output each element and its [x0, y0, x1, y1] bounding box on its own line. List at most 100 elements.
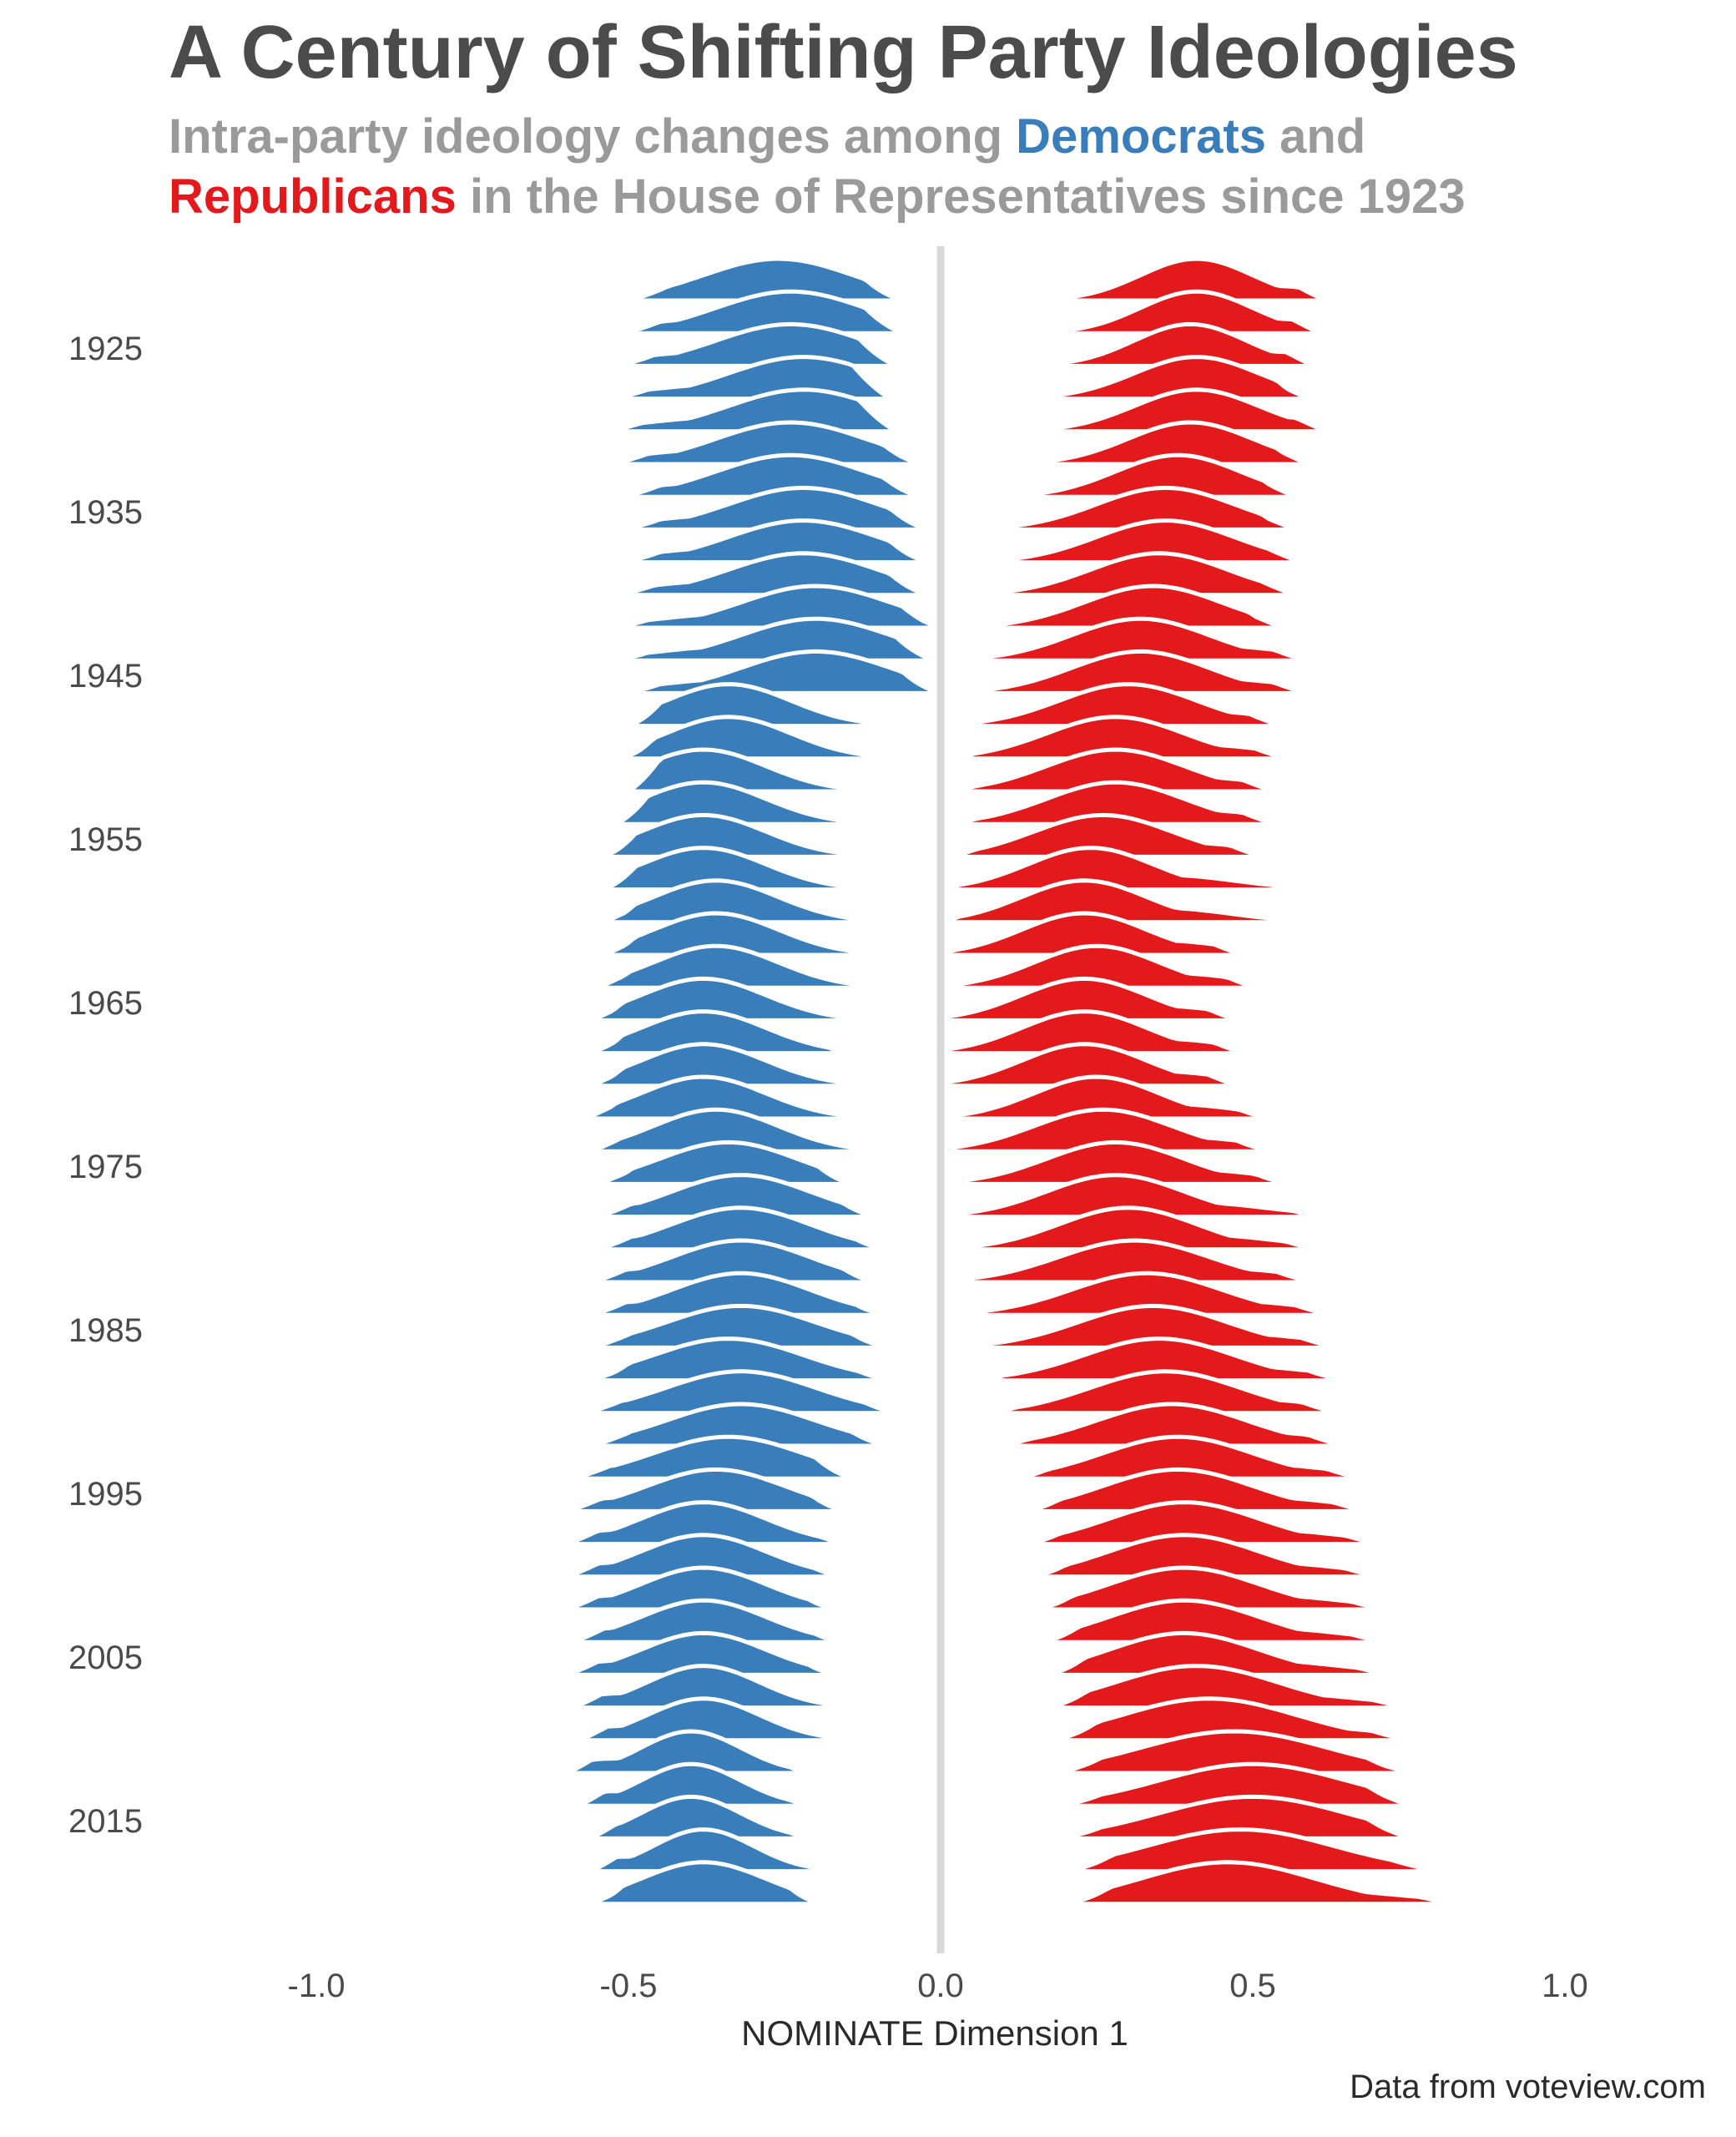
ridge-republicans-1999	[1019, 1500, 1386, 1547]
subtitle-text: in the House of Representatives since 19…	[456, 169, 1466, 224]
ridge-republicans-1933	[976, 420, 1311, 467]
y-tick-label: 1985	[68, 1312, 143, 1349]
subtitle-line-1: Intra-party ideology changes among Democ…	[169, 107, 1466, 167]
ridge-democrats-2011	[576, 1696, 875, 1743]
ridge-republicans-2007	[1044, 1630, 1399, 1677]
ridge-republicans-2009	[1044, 1664, 1417, 1710]
ridge-democrats-1943	[608, 584, 943, 630]
y-tick-label: 1955	[68, 821, 143, 858]
ridge-democrats-1979	[595, 1173, 881, 1220]
ridge-republicans-1979	[907, 1173, 1330, 1220]
ridges-layer	[563, 256, 1467, 1907]
ridge-republicans-2019	[1063, 1827, 1442, 1874]
ridge-democrats-1923	[626, 256, 906, 303]
ridge-republicans-1963	[920, 911, 1249, 957]
ridge-democrats-1987	[588, 1303, 893, 1350]
ridge-republicans-1983	[926, 1238, 1318, 1285]
ridge-republicans-1927	[1019, 321, 1318, 368]
ridge-republicans-1995	[1007, 1434, 1368, 1481]
ridge-democrats-2021	[588, 1860, 825, 1907]
ridge-democrats-2005	[570, 1598, 850, 1644]
ridge-democrats-1965	[595, 943, 887, 990]
x-axis: -1.0 -0.5 0.0 0.5 1.0	[288, 1968, 1588, 2004]
ridge-republicans-1969	[901, 1009, 1249, 1056]
ridge-republicans-1985	[938, 1271, 1336, 1317]
series-democrats	[563, 256, 943, 1907]
ridge-democrats-1933	[608, 420, 925, 467]
ridge-republicans-1981	[926, 1205, 1324, 1252]
ridge-republicans-1939	[945, 518, 1305, 565]
ridge-democrats-1945	[608, 616, 936, 663]
ridge-democrats-2013	[563, 1729, 818, 1776]
ridge-republicans-2011	[1051, 1696, 1417, 1743]
ridge-republicans-1923	[1044, 256, 1330, 303]
ridge-republicans-1959	[926, 846, 1311, 892]
ridge-democrats-1997	[563, 1467, 850, 1513]
ridge-democrats-1963	[601, 911, 900, 957]
ridge-democrats-1981	[595, 1205, 893, 1252]
ridge-republicans-1971	[913, 1042, 1243, 1089]
ridge-democrats-1977	[595, 1139, 855, 1186]
ridge-democrats-1957	[601, 812, 925, 859]
ridge-democrats-2003	[563, 1565, 843, 1612]
y-tick-label: 1925	[68, 331, 143, 367]
y-tick-label: 1975	[68, 1149, 143, 1185]
ridge-democrats-2007	[563, 1630, 843, 1677]
ridge-republicans-1931	[988, 387, 1330, 434]
ridge-democrats-1973	[583, 1074, 893, 1121]
ridge-democrats-1947	[620, 649, 943, 695]
ridge-republicans-1991	[976, 1369, 1343, 1416]
ridge-democrats-1925	[620, 289, 906, 336]
y-tick-label: 2015	[68, 1803, 143, 1840]
chart-title: A Century of Shifting Party Ideologies	[169, 11, 1518, 94]
ridge-democrats-2001	[563, 1533, 850, 1579]
y-tick-label: 1995	[68, 1476, 143, 1513]
ridge-republicans-1989	[963, 1336, 1349, 1383]
ridge-democrats-1931	[601, 387, 900, 434]
ridge-republicans-2005	[1038, 1598, 1393, 1644]
x-tick-label: 0.5	[1229, 1968, 1276, 2004]
x-axis-title: NOMINATE Dimension 1	[741, 2013, 1128, 2053]
y-tick-label: 1945	[68, 658, 143, 695]
ridge-democrats-1985	[588, 1271, 893, 1317]
ridge-republicans-1929	[1001, 355, 1311, 402]
ridge-republicans-1961	[926, 878, 1318, 925]
ridge-republicans-1993	[988, 1402, 1349, 1448]
y-tick-label: 1965	[68, 985, 143, 1022]
ridge-democrats-2019	[588, 1827, 850, 1874]
ridge-democrats-1939	[620, 518, 931, 565]
ridge-democrats-1989	[588, 1336, 900, 1383]
ridge-republicans-1957	[938, 812, 1268, 859]
subtitle-text: Intra-party ideology changes among	[169, 109, 1017, 164]
ridge-republicans-1941	[938, 551, 1299, 598]
democrats-label: Democrats	[1016, 109, 1266, 164]
ridge-republicans-1935	[963, 452, 1299, 499]
republicans-label: Republicans	[169, 169, 457, 224]
ridge-democrats-1937	[620, 485, 931, 532]
ridge-republicans-1925	[1026, 289, 1324, 336]
ridge-republicans-1977	[907, 1139, 1293, 1186]
ridge-democrats-1959	[601, 846, 931, 892]
ridge-democrats-1935	[620, 452, 925, 499]
x-tick-label: -1.0	[288, 1968, 346, 2004]
ridge-republicans-1997	[1019, 1467, 1374, 1513]
ridge-republicans-1947	[938, 649, 1311, 695]
ridge-democrats-1969	[588, 1009, 862, 1056]
y-tick-label: 2005	[68, 1639, 143, 1676]
ridge-democrats-1967	[588, 976, 887, 1023]
ridge-republicans-1973	[926, 1074, 1274, 1121]
y-tick-label: 1935	[68, 494, 143, 531]
ridge-democrats-1941	[613, 551, 931, 598]
ridge-democrats-1975	[588, 1107, 887, 1154]
subtitle-line-2: Republicans in the House of Representati…	[169, 167, 1466, 227]
ridge-democrats-1999	[563, 1500, 855, 1547]
ridge-republicans-2003	[1032, 1565, 1393, 1612]
ridge-republicans-1955	[938, 780, 1280, 826]
ridge-republicans-1951	[938, 715, 1293, 761]
ridge-republicans-1965	[895, 943, 1261, 990]
ridge-republicans-1937	[956, 485, 1299, 532]
ridge-republicans-2021	[1063, 1860, 1467, 1907]
ridge-democrats-2015	[576, 1761, 818, 1808]
series-republicans	[895, 256, 1467, 1907]
ridge-republicans-1953	[938, 747, 1280, 794]
